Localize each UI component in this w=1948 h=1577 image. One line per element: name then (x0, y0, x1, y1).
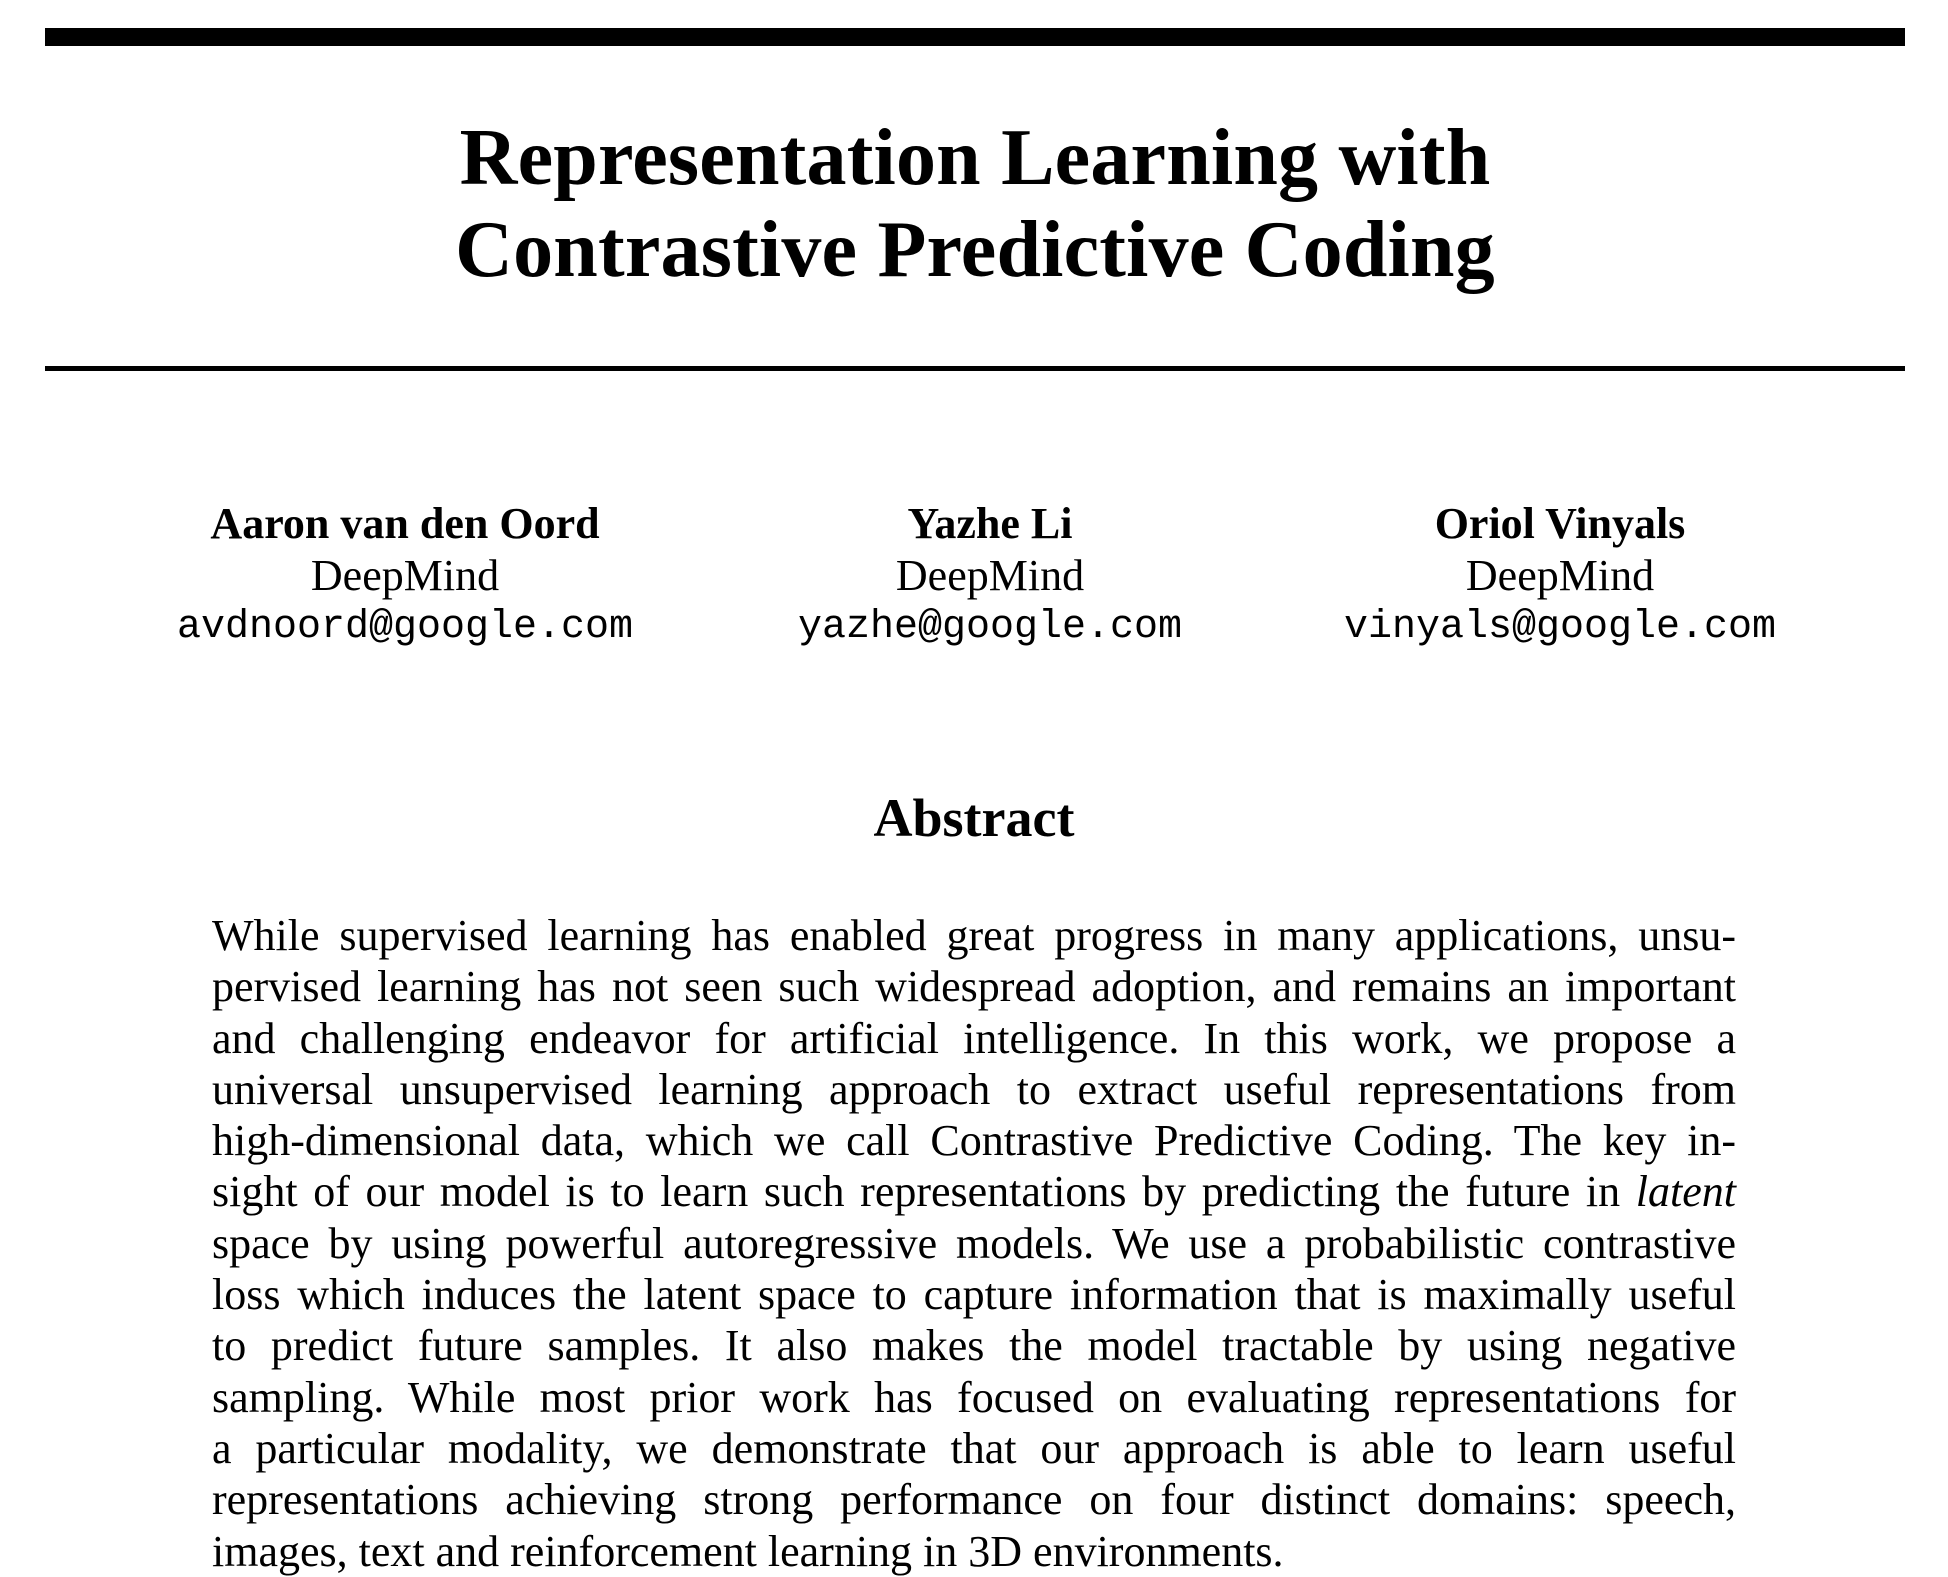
title-bottom-rule (45, 366, 1905, 371)
author-name: Yazhe Li (907, 499, 1073, 548)
abstract-line: sampling. While most prior work has focu… (212, 1372, 1736, 1422)
abstract-line: universal unsupervised learning approach… (212, 1064, 1736, 1114)
author-name: Aaron van den Oord (210, 499, 600, 548)
author-block: Yazhe Li DeepMind yazhe@google.com (750, 498, 1230, 654)
author-email: avdnoord@google.com (176, 605, 634, 650)
author-block: Aaron van den Oord DeepMind avdnoord@goo… (165, 498, 645, 654)
abstract-line: and challenging endeavor for artificial … (212, 1013, 1736, 1063)
author-affiliation: DeepMind (895, 551, 1085, 600)
author-email: yazhe@google.com (797, 605, 1183, 650)
author-email: vinyals@google.com (1343, 605, 1777, 650)
abstract-line: images, text and reinforcement learning … (212, 1526, 1284, 1576)
abstract-body: While supervised learning has enabled gr… (212, 910, 1736, 1577)
title-line-1: Representation Learning with (459, 114, 1491, 202)
top-rule (45, 28, 1905, 46)
abstract-line: to predict future samples. It also makes… (212, 1321, 1736, 1371)
abstract-line: pervised learning has not seen such wide… (212, 962, 1736, 1012)
abstract-line: While supervised learning has enabled gr… (212, 911, 1736, 960)
abstract-line: loss which induces the latent space to c… (212, 1270, 1736, 1320)
abstract-line: space by using powerful autoregressive m… (212, 1218, 1736, 1268)
paper-title: Representation Learning with Contrastive… (45, 112, 1905, 296)
abstract-heading: Abstract (873, 788, 1075, 848)
author-list: Aaron van den Oord DeepMind avdnoord@goo… (0, 498, 1948, 658)
abstract-line: high-dimensional data, which we call Con… (212, 1116, 1736, 1166)
abstract-italic-term: latent (1635, 1167, 1736, 1217)
abstract-line-text: sight of our model is to learn such repr… (212, 1167, 1636, 1217)
author-name: Oriol Vinyals (1434, 499, 1686, 548)
abstract-line: a particular modality, we demonstrate th… (212, 1423, 1736, 1473)
abstract-line: representations achieving strong perform… (212, 1475, 1736, 1525)
author-block: Oriol Vinyals DeepMind vinyals@google.co… (1320, 498, 1800, 654)
author-affiliation: DeepMind (310, 551, 500, 600)
title-line-2: Contrastive Predictive Coding (455, 206, 1495, 294)
author-affiliation: DeepMind (1465, 551, 1655, 600)
abstract-line: sight of our model is to learn such repr… (212, 1166, 1736, 1217)
